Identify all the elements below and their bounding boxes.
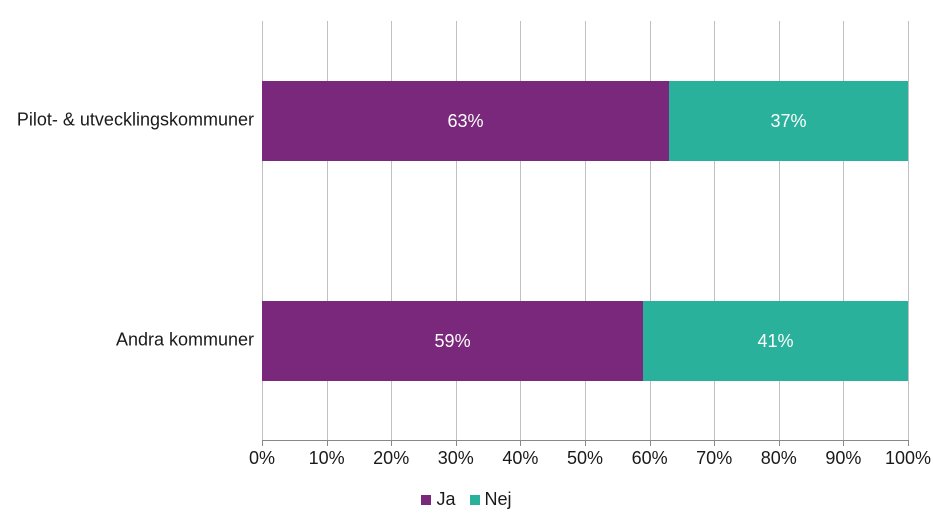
x-tick	[650, 440, 651, 446]
chart: Pilot- & utvecklingskommuner Andra kommu…	[0, 0, 933, 516]
x-tick	[843, 440, 844, 446]
x-tick-label: 10%	[309, 448, 345, 469]
x-tick-label: 100%	[885, 448, 931, 469]
x-tick-label: 20%	[373, 448, 409, 469]
x-tick-label: 0%	[249, 448, 275, 469]
bar-segment: 41%	[643, 301, 908, 381]
plot-area: 0%10%20%30%40%50%60%70%80%90%100%63%37%5…	[262, 20, 908, 440]
bar-segment: 37%	[669, 81, 908, 161]
x-tick	[327, 440, 328, 446]
bar-segment: 63%	[262, 81, 669, 161]
x-tick	[908, 440, 909, 446]
legend-swatch	[470, 495, 480, 505]
x-tick-label: 80%	[761, 448, 797, 469]
legend-item-ja: Ja	[421, 489, 455, 510]
bar-segment: 59%	[262, 301, 643, 381]
x-tick-label: 40%	[502, 448, 538, 469]
x-tick-label: 30%	[438, 448, 474, 469]
x-tick	[714, 440, 715, 446]
x-tick	[585, 440, 586, 446]
x-tick	[456, 440, 457, 446]
x-tick	[262, 440, 263, 446]
x-tick	[391, 440, 392, 446]
legend-label: Ja	[436, 489, 455, 510]
x-tick	[520, 440, 521, 446]
category-label: Andra kommuner	[116, 330, 254, 351]
legend-label: Nej	[485, 489, 512, 510]
legend-item-nej: Nej	[470, 489, 512, 510]
legend: Ja Nej	[0, 489, 933, 510]
category-label: Pilot- & utvecklingskommuner	[17, 110, 254, 131]
x-tick	[779, 440, 780, 446]
x-tick-label: 60%	[632, 448, 668, 469]
bar-value-label: 41%	[758, 331, 794, 352]
x-tick-label: 50%	[567, 448, 603, 469]
bar-value-label: 63%	[447, 111, 483, 132]
x-tick-label: 90%	[825, 448, 861, 469]
grid-line	[908, 21, 909, 440]
x-tick-label: 70%	[696, 448, 732, 469]
bar-value-label: 37%	[770, 111, 806, 132]
legend-swatch	[421, 495, 431, 505]
bar-value-label: 59%	[435, 331, 471, 352]
